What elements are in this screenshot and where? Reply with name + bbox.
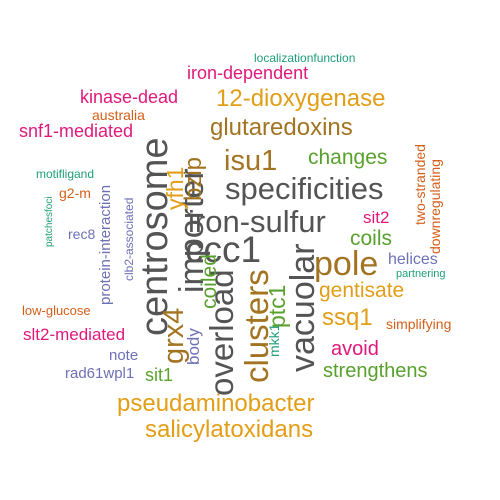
word-rad61wpl1: rad61wpl1 xyxy=(65,365,135,382)
word-bzip: bzip xyxy=(180,156,207,201)
word-australia: australia xyxy=(92,107,145,123)
word-protein-interaction: protein-interaction xyxy=(97,184,114,305)
word-two-stranded: two-stranded xyxy=(412,144,428,225)
word-sit1: sit1 xyxy=(145,365,174,385)
word-helices: helices xyxy=(388,251,438,268)
word-clb2-associated: clb2-associated xyxy=(122,197,136,281)
word-motifligand: motifligand xyxy=(36,167,95,181)
word-kinase-dead: kinase-dead xyxy=(80,87,179,107)
word-simplifying: simplifying xyxy=(386,316,452,332)
word-iron-dependent: iron-dependent xyxy=(187,63,309,83)
word-rec8: rec8 xyxy=(68,226,96,242)
word-salicylatoxidans: salicylatoxidans xyxy=(145,416,314,443)
word-isu1: isu1 xyxy=(224,145,278,177)
word-coiled: coiled xyxy=(198,254,221,309)
word-12-dioxygenase: 12-dioxygenase xyxy=(216,85,386,112)
word-g2-m: g2-m xyxy=(59,185,91,201)
word-coils: coils xyxy=(350,227,393,250)
word-pole: pole xyxy=(314,245,379,283)
word-sit2: sit2 xyxy=(363,208,390,227)
word-vacuolar: vacuolar xyxy=(284,243,322,372)
word-body: body xyxy=(184,328,203,365)
word-specificities: specificities xyxy=(225,171,384,206)
word-pseudaminobacter: pseudaminobacter xyxy=(117,390,315,417)
word-ptc1: ptc1 xyxy=(264,284,290,328)
word-ccc1: ccc1 xyxy=(185,229,262,270)
word-low-glucose: low-glucose xyxy=(22,303,91,318)
word-gentisate: gentisate xyxy=(319,279,405,302)
word-glutaredoxins: glutaredoxins xyxy=(210,114,353,141)
word-changes: changes xyxy=(308,146,388,169)
word-partnering: partnering xyxy=(396,268,446,280)
word-avoid: avoid xyxy=(331,338,379,360)
word-slt2-mediated: slt2-mediated xyxy=(23,325,126,344)
word-downregulating: downregulating xyxy=(427,159,443,254)
word-iron-sulfur: iron-sulfur xyxy=(188,204,326,239)
word-snf1-mediated: snf1-mediated xyxy=(19,121,134,141)
word-mkk1: mkk1 xyxy=(266,323,282,357)
word-ssq1: ssq1 xyxy=(322,304,373,331)
word-strengthens: strengthens xyxy=(323,360,428,382)
word-localizationfunction: localizationfunction xyxy=(254,51,356,65)
word-patchesfoci: patchesfoci xyxy=(44,196,55,247)
word-note: note xyxy=(109,347,139,364)
